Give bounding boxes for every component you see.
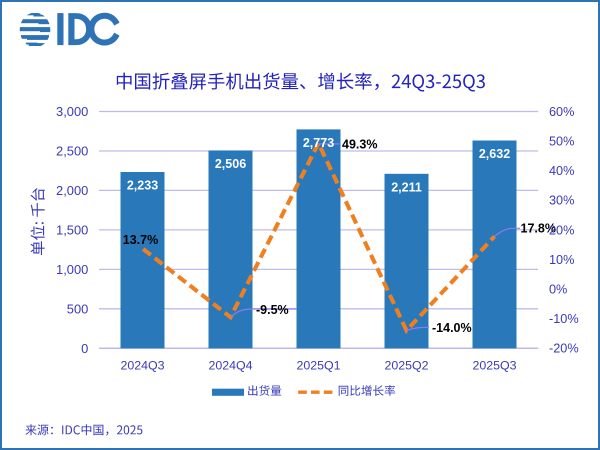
svg-text:50%: 50% bbox=[549, 135, 574, 149]
svg-text:40%: 40% bbox=[549, 164, 574, 178]
svg-text:2024Q4: 2024Q4 bbox=[208, 358, 252, 372]
svg-text:30%: 30% bbox=[549, 194, 574, 208]
svg-text:-20%: -20% bbox=[549, 342, 579, 356]
svg-text:2024Q3: 2024Q3 bbox=[120, 358, 164, 372]
svg-text:2,211: 2,211 bbox=[391, 180, 422, 194]
svg-text:-9.5%: -9.5% bbox=[256, 303, 289, 317]
svg-text:2025Q3: 2025Q3 bbox=[472, 358, 516, 372]
svg-text:13.7%: 13.7% bbox=[123, 233, 158, 247]
svg-text:0: 0 bbox=[81, 341, 88, 356]
svg-text:2025Q2: 2025Q2 bbox=[384, 358, 428, 372]
svg-text:2,506: 2,506 bbox=[215, 157, 246, 171]
svg-text:17.8%: 17.8% bbox=[521, 222, 556, 236]
svg-text:1,000: 1,000 bbox=[56, 262, 88, 277]
svg-text:2,233: 2,233 bbox=[127, 179, 158, 193]
svg-text:3,000: 3,000 bbox=[56, 104, 88, 119]
svg-text:2,000: 2,000 bbox=[56, 183, 88, 198]
svg-text:2,632: 2,632 bbox=[479, 147, 510, 161]
svg-text:500: 500 bbox=[67, 301, 89, 316]
svg-text:2025Q1: 2025Q1 bbox=[296, 358, 340, 372]
svg-text:2,773: 2,773 bbox=[303, 136, 334, 150]
svg-text:1,500: 1,500 bbox=[56, 222, 88, 237]
svg-text:10%: 10% bbox=[549, 253, 574, 267]
svg-text:0%: 0% bbox=[549, 283, 567, 297]
svg-text:-10%: -10% bbox=[549, 312, 579, 326]
svg-text:20%: 20% bbox=[549, 223, 574, 237]
svg-text:49.3%: 49.3% bbox=[342, 138, 377, 152]
svg-text:60%: 60% bbox=[549, 105, 574, 119]
svg-text:-14.0%: -14.0% bbox=[432, 321, 472, 335]
svg-text:2,500: 2,500 bbox=[56, 144, 88, 159]
